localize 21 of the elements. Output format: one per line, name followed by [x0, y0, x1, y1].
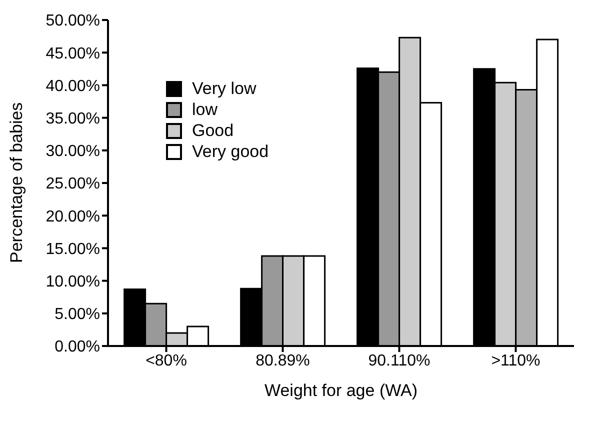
- legend-label: Good: [192, 120, 234, 140]
- legend-label: low: [192, 100, 218, 120]
- y-tick-label: 5.00%: [54, 306, 100, 324]
- x-tick-label: >110%: [491, 352, 540, 370]
- y-tick-label: 20.00%: [46, 208, 100, 226]
- y-tick-label: 50.00%: [46, 12, 100, 30]
- y-tick-label: 40.00%: [46, 78, 100, 95]
- y-tick-label: 0.00%: [54, 338, 100, 356]
- y-tick-label: 10.00%: [46, 273, 100, 290]
- legend-label: Very good: [192, 142, 269, 162]
- y-tick-label: 15.00%: [46, 240, 100, 258]
- y-tick-label: 45.00%: [46, 45, 100, 62]
- x-tick-label: 80.89%: [256, 352, 310, 370]
- y-tick-label: 30.00%: [46, 143, 100, 160]
- x-tick-label: <80%: [146, 352, 187, 370]
- legend-label: Very low: [192, 78, 256, 98]
- x-tick-label: 90.110%: [368, 352, 430, 370]
- y-axis-title: Percentage of babies: [7, 102, 26, 263]
- y-tick-label: 25.00%: [46, 176, 100, 193]
- x-axis-title: Weight for age (WA): [264, 381, 418, 400]
- y-tick-label: 35.00%: [46, 110, 100, 128]
